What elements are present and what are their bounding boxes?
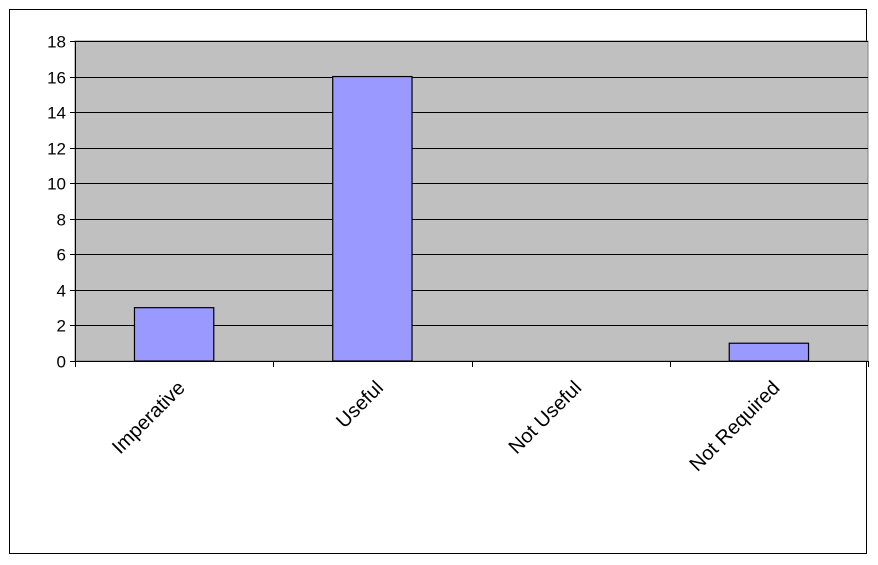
y-tick-label: 16	[47, 69, 66, 88]
category-label: Not Required	[686, 377, 785, 476]
y-tick-label: 4	[57, 282, 66, 301]
category-labels: Imperative Useful Not Useful Not Required	[108, 377, 784, 476]
category-label: Imperative	[108, 377, 190, 459]
category-label: Useful	[332, 377, 388, 433]
y-tick-labels: 0 2 4 6 8 10 12 14 16 18	[47, 33, 66, 372]
bar	[133, 307, 215, 362]
y-tick-label: 10	[47, 175, 66, 194]
category-label: Not Useful	[505, 377, 587, 459]
y-tick-label: 18	[47, 33, 66, 52]
bar	[728, 342, 810, 362]
y-tick-label: 2	[57, 317, 66, 336]
y-tick-label: 6	[57, 246, 66, 265]
bar	[332, 75, 413, 362]
axes	[70, 41, 869, 367]
bars	[133, 75, 810, 362]
y-tick-label: 8	[57, 211, 66, 230]
gridlines	[75, 41, 868, 326]
y-tick-label: 14	[47, 104, 66, 123]
y-tick-label: 0	[57, 353, 66, 372]
y-tick-label: 12	[47, 140, 66, 159]
